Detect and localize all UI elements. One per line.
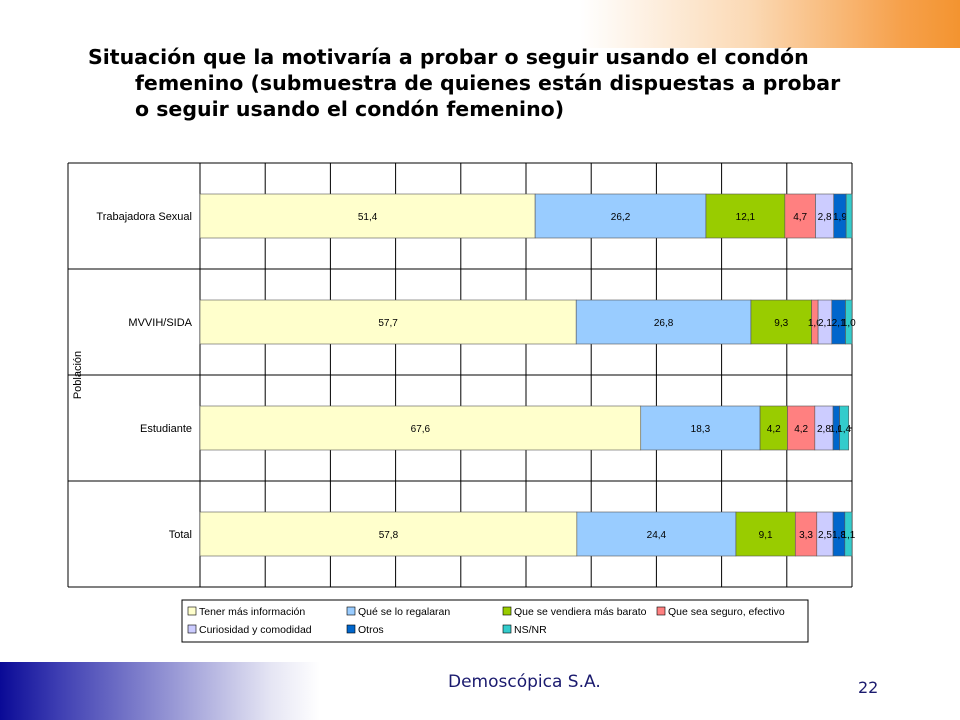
- legend-label: Tener más información: [199, 606, 305, 618]
- legend-box: [181, 599, 809, 643]
- legend-swatch: [187, 624, 197, 634]
- category-label: Estudiante: [140, 423, 192, 435]
- bottom-decor-gradient: [0, 662, 320, 720]
- data-label: 1,0: [829, 424, 843, 435]
- data-label: 9,3: [774, 318, 788, 329]
- data-label: 2,1: [832, 318, 846, 329]
- category-label: Trabajadora Sexual: [96, 211, 192, 223]
- bar-segment: [759, 405, 788, 451]
- bar-segment: [844, 511, 853, 557]
- title-line-1: Situación que la motivaría a probar o se…: [88, 45, 809, 69]
- data-label: 1,0: [808, 318, 822, 329]
- data-label: 1,8: [832, 530, 846, 541]
- data-label: 24,4: [647, 530, 667, 541]
- legend-swatch: [346, 606, 356, 616]
- legend-label: Otros: [358, 624, 384, 636]
- bar-segment: [845, 299, 853, 345]
- data-label: 51,4: [358, 212, 378, 223]
- bar-segment: [845, 193, 853, 239]
- data-label: 1,0: [842, 318, 856, 329]
- legend-swatch: [187, 606, 197, 616]
- legend-label: Que se vendiera más barato: [514, 606, 647, 618]
- data-label: 26,8: [654, 318, 674, 329]
- bar-segment: [199, 405, 642, 451]
- data-label: 67,6: [411, 424, 431, 435]
- legend-swatch: [502, 624, 512, 634]
- legend-label: Qué se lo regalaran: [358, 606, 450, 618]
- bar-segment: [199, 193, 536, 239]
- data-label: 12,1: [736, 212, 756, 223]
- bar-segment: [784, 193, 816, 239]
- legend-swatch: [346, 624, 356, 634]
- bar-segment: [787, 405, 816, 451]
- data-label: 2,8: [817, 424, 831, 435]
- category-label: MVVIH/SIDA: [128, 317, 192, 329]
- bar-segment: [199, 511, 578, 557]
- bar-segment: [534, 193, 707, 239]
- data-label: 18,3: [691, 424, 711, 435]
- top-decor-gradient: [580, 0, 960, 48]
- data-label: 2,1: [818, 318, 832, 329]
- data-label: 4,7: [793, 212, 807, 223]
- bar-segment: [640, 405, 761, 451]
- data-label: 2,8: [818, 212, 832, 223]
- page-number: 22: [858, 678, 879, 697]
- legend-label: Curiosidad y comodidad: [199, 624, 312, 636]
- title-line-2: femenino (submuestra de quienes están di…: [135, 71, 841, 95]
- data-label: 3,3: [799, 530, 813, 541]
- data-label: 1,1: [841, 530, 855, 541]
- slide-title: Situación que la motivaría a probar o se…: [88, 44, 888, 122]
- data-label: 4,2: [767, 424, 781, 435]
- data-label: 4,2: [794, 424, 808, 435]
- data-label: 57,8: [379, 530, 399, 541]
- data-label: 2,5: [818, 530, 832, 541]
- bar-segment: [575, 299, 752, 345]
- data-label: 9,1: [759, 530, 773, 541]
- legend-label: NS/NR: [514, 624, 547, 636]
- y-axis-label: Población: [72, 351, 84, 399]
- bar-segment: [750, 299, 812, 345]
- legend-swatch: [656, 606, 666, 616]
- category-label: Total: [169, 529, 192, 541]
- bar-segment: [576, 511, 737, 557]
- legend-label: Que sea seguro, efectivo: [668, 606, 785, 618]
- footer-company: Demoscópica S.A.: [448, 672, 601, 692]
- title-line-3: o seguir usando el condón femenino): [135, 97, 565, 121]
- data-label: 57,7: [378, 318, 398, 329]
- bar-segment: [199, 299, 577, 345]
- legend-swatch: [502, 606, 512, 616]
- data-label: 1,4: [837, 424, 851, 435]
- data-label: 1,9: [833, 212, 847, 223]
- bar-segment: [839, 405, 850, 451]
- data-label: 26,2: [611, 212, 631, 223]
